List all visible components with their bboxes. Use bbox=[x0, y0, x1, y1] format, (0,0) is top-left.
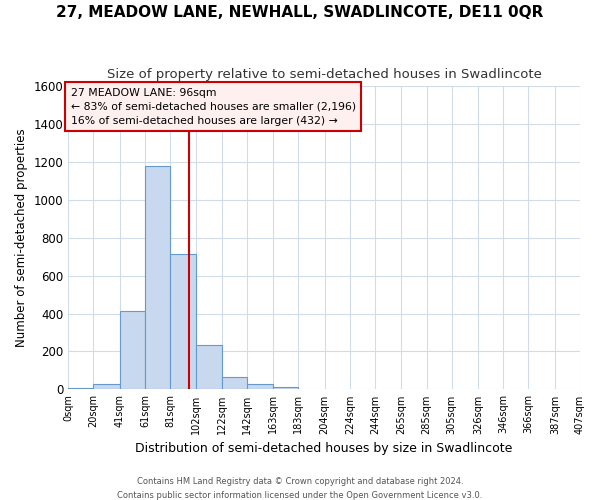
Bar bbox=[145, 166, 170, 390]
Y-axis label: Number of semi-detached properties: Number of semi-detached properties bbox=[15, 128, 28, 347]
Text: 27, MEADOW LANE, NEWHALL, SWADLINCOTE, DE11 0QR: 27, MEADOW LANE, NEWHALL, SWADLINCOTE, D… bbox=[56, 5, 544, 20]
Bar bbox=[196, 346, 221, 390]
Bar bbox=[68, 388, 94, 390]
Text: 27 MEADOW LANE: 96sqm
← 83% of semi-detached houses are smaller (2,196)
16% of s: 27 MEADOW LANE: 96sqm ← 83% of semi-deta… bbox=[71, 88, 356, 126]
X-axis label: Distribution of semi-detached houses by size in Swadlincote: Distribution of semi-detached houses by … bbox=[136, 442, 513, 455]
Bar bbox=[221, 376, 247, 390]
Bar bbox=[273, 386, 298, 390]
Bar bbox=[247, 384, 273, 390]
Bar bbox=[94, 384, 120, 390]
Bar bbox=[170, 254, 196, 390]
Bar bbox=[120, 310, 145, 390]
Text: Contains HM Land Registry data © Crown copyright and database right 2024.
Contai: Contains HM Land Registry data © Crown c… bbox=[118, 478, 482, 500]
Title: Size of property relative to semi-detached houses in Swadlincote: Size of property relative to semi-detach… bbox=[107, 68, 542, 80]
